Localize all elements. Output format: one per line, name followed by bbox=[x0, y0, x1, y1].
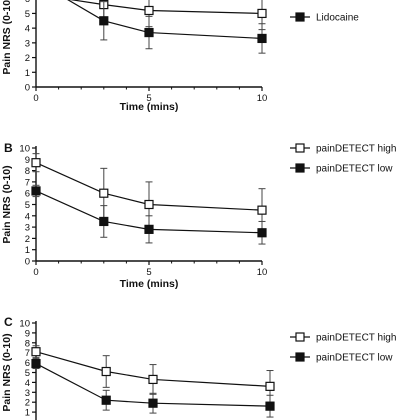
legend: painDETECT high painDETECT low bbox=[290, 143, 396, 175]
series-line bbox=[35, 351, 271, 387]
series-line bbox=[69, 0, 263, 15]
y-axis-title: Pain NRS (0-10) bbox=[1, 0, 13, 75]
y-axis-title: Pain NRS (0-10) bbox=[1, 333, 13, 411]
y-tick-label: 5 bbox=[25, 200, 30, 211]
data-point bbox=[148, 398, 158, 408]
series-line bbox=[35, 162, 263, 211]
legend: Lidocaine bbox=[290, 12, 359, 24]
x-axis-title: Time (mins) bbox=[120, 101, 179, 113]
y-tick-label: 4 bbox=[25, 24, 30, 35]
y-tick-label: 3 bbox=[25, 38, 30, 49]
x-tick-label: 5 bbox=[146, 93, 151, 104]
data-point bbox=[257, 205, 267, 215]
data-point bbox=[144, 5, 154, 16]
series-line bbox=[35, 363, 271, 407]
y-tick-label: 6 bbox=[25, 0, 30, 5]
data-point bbox=[144, 224, 154, 234]
panel-label: B bbox=[4, 141, 13, 155]
chart-panel-1: 012345670510Time (mins)Pain NRS (0-10)Li… bbox=[1, 0, 359, 113]
y-tick-label: 8 bbox=[25, 166, 30, 177]
data-point bbox=[99, 188, 109, 198]
data-point bbox=[144, 199, 154, 210]
data-point bbox=[31, 186, 41, 196]
series-1 bbox=[31, 345, 275, 403]
x-tick-label: 10 bbox=[257, 267, 268, 278]
y-tick-label: 2 bbox=[25, 53, 30, 64]
y-tick-label: 7 bbox=[25, 348, 30, 359]
y-tick-label: 4 bbox=[25, 211, 30, 222]
legend-marker bbox=[295, 12, 305, 22]
legend-label: painDETECT high bbox=[316, 333, 396, 344]
data-point bbox=[31, 358, 41, 369]
x-tick-label: 0 bbox=[33, 93, 38, 104]
data-point bbox=[99, 16, 109, 26]
data-point bbox=[257, 228, 267, 238]
legend-marker bbox=[295, 332, 305, 342]
legend: painDETECT high painDETECT low bbox=[290, 332, 396, 364]
data-point bbox=[144, 27, 154, 38]
data-point bbox=[148, 374, 158, 385]
y-tick-label: 9 bbox=[25, 328, 30, 339]
data-point bbox=[265, 381, 275, 391]
data-point bbox=[257, 8, 267, 19]
data-point bbox=[101, 395, 111, 405]
y-axis-title: Pain NRS (0-10) bbox=[1, 165, 13, 243]
y-tick-label: 2 bbox=[25, 398, 30, 409]
legend-marker bbox=[295, 163, 305, 173]
x-tick-label: 10 bbox=[257, 93, 268, 104]
legend-label: painDETECT high bbox=[316, 144, 396, 155]
y-tick-label: 8 bbox=[25, 338, 30, 349]
legend-label: painDETECT low bbox=[316, 353, 393, 364]
y-tick-label: 0 bbox=[25, 83, 30, 94]
data-point bbox=[101, 366, 111, 377]
legend-marker bbox=[295, 143, 305, 153]
x-axis-title: Time (mins) bbox=[120, 278, 179, 290]
y-tick-label: 5 bbox=[25, 368, 30, 379]
y-tick-label: 4 bbox=[25, 378, 30, 389]
series-line bbox=[67, 0, 263, 40]
series-2 bbox=[67, 0, 267, 54]
data-point bbox=[31, 347, 41, 357]
y-tick-label: 5 bbox=[25, 9, 30, 20]
data-point bbox=[31, 158, 41, 168]
panel-label: C bbox=[4, 315, 13, 329]
y-tick-label: 1 bbox=[25, 245, 30, 256]
y-tick-label: 10 bbox=[19, 144, 30, 155]
y-tick-label: 2 bbox=[25, 234, 30, 245]
y-tick-label: 0 bbox=[25, 257, 30, 268]
y-tick-label: 10 bbox=[19, 319, 30, 330]
y-tick-label: 1 bbox=[25, 68, 30, 79]
y-tick-label: 6 bbox=[25, 358, 30, 369]
y-tick-label: 1 bbox=[25, 408, 30, 419]
legend-label: painDETECT low bbox=[316, 164, 393, 175]
x-tick-label: 5 bbox=[146, 267, 151, 278]
legend-label: Lidocaine bbox=[316, 13, 359, 24]
y-tick-label: 6 bbox=[25, 189, 30, 200]
data-point bbox=[99, 216, 109, 227]
series-2 bbox=[31, 184, 267, 245]
y-tick-label: 3 bbox=[25, 388, 30, 399]
y-tick-label: 7 bbox=[25, 177, 30, 188]
series-2 bbox=[31, 358, 275, 418]
y-tick-label: 9 bbox=[25, 155, 30, 166]
series-line bbox=[35, 190, 263, 234]
x-tick-label: 0 bbox=[33, 267, 38, 278]
data-point bbox=[265, 401, 275, 411]
y-tick-label: 3 bbox=[25, 223, 30, 234]
legend-marker bbox=[295, 352, 305, 362]
data-point bbox=[257, 33, 267, 44]
